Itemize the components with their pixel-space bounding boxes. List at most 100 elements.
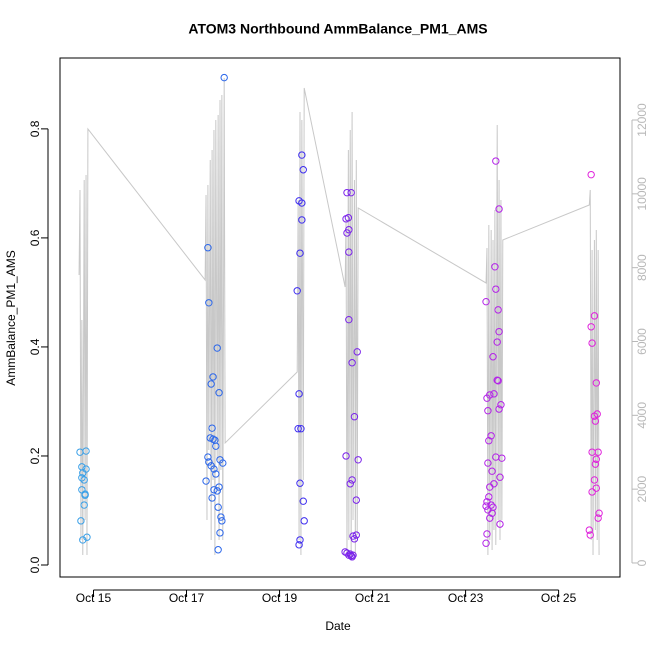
y-tick-label: 0.2 xyxy=(28,447,42,464)
point xyxy=(342,452,350,460)
point xyxy=(300,517,308,525)
point xyxy=(488,467,496,475)
y2-tick-label: 10000 xyxy=(635,177,649,211)
point xyxy=(295,541,303,549)
point xyxy=(77,517,85,525)
point xyxy=(293,287,301,295)
point xyxy=(484,459,492,467)
point xyxy=(485,437,493,445)
point xyxy=(343,229,351,237)
point xyxy=(217,513,225,521)
point xyxy=(486,514,494,522)
point xyxy=(346,480,354,488)
point xyxy=(342,215,350,223)
point xyxy=(205,299,213,307)
point xyxy=(353,348,361,356)
point xyxy=(345,248,353,256)
x-tick-label: Oct 25 xyxy=(541,591,577,605)
point xyxy=(592,455,600,463)
point xyxy=(208,424,216,432)
point xyxy=(213,487,221,495)
point xyxy=(590,476,599,484)
point xyxy=(497,401,505,409)
y-tick-label: 0.4 xyxy=(28,338,42,355)
point xyxy=(349,551,357,559)
point xyxy=(588,488,596,496)
point xyxy=(591,417,600,425)
point xyxy=(350,413,359,421)
point xyxy=(298,199,306,207)
point xyxy=(587,323,595,331)
point xyxy=(204,244,212,252)
point xyxy=(220,73,228,82)
point xyxy=(594,514,602,522)
point xyxy=(298,151,306,159)
point xyxy=(495,405,503,413)
series-line xyxy=(78,77,600,560)
point xyxy=(209,373,217,381)
y2-tick-label: 2000 xyxy=(635,475,649,502)
point xyxy=(350,535,359,543)
point xyxy=(354,456,362,464)
point xyxy=(496,520,504,528)
point xyxy=(493,338,501,346)
point xyxy=(215,389,223,397)
x-tick-label: Oct 23 xyxy=(448,591,484,605)
point xyxy=(483,394,491,402)
point xyxy=(83,533,91,541)
point xyxy=(81,490,89,498)
point xyxy=(485,493,493,501)
point xyxy=(482,502,490,510)
point xyxy=(595,509,603,517)
point xyxy=(590,412,599,420)
point xyxy=(296,536,304,544)
point xyxy=(212,470,220,478)
point xyxy=(352,496,360,504)
point xyxy=(348,476,356,484)
point xyxy=(492,157,500,165)
point xyxy=(592,484,600,492)
chart-title: ATOM3 Northbound AmmBalance_PM1_AMS xyxy=(188,21,487,37)
y2-tick-label: 12000 xyxy=(635,103,649,137)
point xyxy=(210,465,218,473)
point xyxy=(490,480,498,488)
point xyxy=(205,458,213,466)
y-axis-label: AmmBalance_PM1_AMS xyxy=(4,250,18,385)
point xyxy=(204,453,212,461)
point xyxy=(214,546,222,554)
point xyxy=(210,486,218,494)
point xyxy=(218,517,226,525)
y2-tick-label: 8000 xyxy=(635,254,649,281)
point xyxy=(494,377,502,385)
point xyxy=(212,442,220,450)
y-tick-label: 0.6 xyxy=(28,229,42,246)
point xyxy=(296,249,304,257)
point xyxy=(494,306,502,314)
y2-tick-label: 6000 xyxy=(635,328,649,355)
point xyxy=(209,435,217,443)
point xyxy=(591,460,600,468)
point xyxy=(216,529,224,537)
point xyxy=(489,353,497,361)
point xyxy=(79,469,87,477)
point xyxy=(594,448,602,456)
point xyxy=(495,205,503,213)
y-tick-label: 0.0 xyxy=(28,556,42,573)
point xyxy=(343,188,351,197)
point xyxy=(80,501,88,509)
point xyxy=(296,479,304,487)
x-tick-label: Oct 21 xyxy=(355,591,391,605)
point xyxy=(299,166,307,174)
point xyxy=(208,494,216,502)
point xyxy=(588,448,596,456)
point xyxy=(295,390,303,398)
point xyxy=(352,531,360,539)
point xyxy=(483,530,491,538)
point xyxy=(78,474,86,482)
point xyxy=(492,285,500,293)
point xyxy=(294,425,302,433)
point xyxy=(348,359,356,367)
y2-tick-label: 0 xyxy=(635,559,649,566)
point xyxy=(345,551,353,559)
point xyxy=(587,170,595,179)
